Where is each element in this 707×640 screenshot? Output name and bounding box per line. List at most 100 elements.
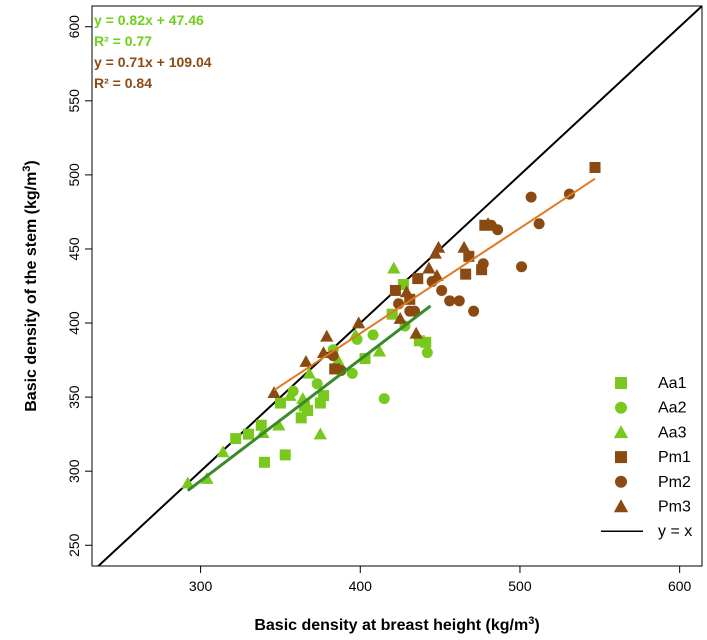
point-pm2 (436, 284, 448, 296)
point-aa3 (181, 476, 195, 489)
legend-label-pm1: Pm1 (658, 449, 691, 466)
point-aa3 (348, 328, 363, 341)
legend-label-aa2: Aa2 (658, 400, 687, 417)
x-axis-label: Basic density at breast height (kg/m3) (254, 615, 539, 634)
fit-equation-1: y = 0.82x + 47.46 (94, 12, 204, 28)
y-tick-label: 450 (66, 237, 82, 261)
point-pm3 (422, 261, 436, 274)
point-aa3 (387, 261, 401, 274)
point-pm3 (352, 316, 366, 329)
point-pm2 (492, 224, 504, 236)
x-tick-label: 600 (668, 578, 692, 594)
legend-label-aa1: Aa1 (658, 375, 687, 392)
point-aa3 (272, 418, 286, 431)
legend-marker-pm3 (613, 499, 629, 513)
y-tick-label: 250 (66, 533, 82, 557)
legend: Aa1 Aa2 Aa3 Pm1 Pm2 Pm3 y = x (601, 375, 692, 540)
y-axis-label: Basic density of the stem (kg/m3) (21, 160, 40, 412)
x-tick-label: 300 (189, 578, 213, 594)
fit-equation-2: y = 0.71x + 109.04 (94, 54, 212, 70)
point-pm1 (460, 268, 472, 280)
point-aa1 (359, 353, 371, 365)
point-pm3 (431, 240, 446, 253)
point-pm3 (320, 329, 334, 342)
point-pm3 (399, 285, 414, 298)
point-aa1 (274, 397, 286, 409)
legend-marker-pm1 (615, 451, 627, 464)
point-pm1 (463, 250, 475, 262)
fit-r2-1: R² = 0.77 (94, 33, 152, 49)
point-aa1 (413, 335, 425, 347)
point-aa1 (242, 428, 254, 440)
point-pm3 (409, 326, 423, 339)
y-tick-label: 300 (66, 459, 82, 483)
point-pm1 (412, 273, 424, 285)
x-tick-label: 500 (508, 578, 532, 594)
legend-label-pm2: Pm2 (658, 474, 691, 491)
legend-label-identity: y = x (658, 523, 692, 540)
point-aa3 (331, 353, 345, 366)
point-pm2 (444, 295, 456, 307)
legend-marker-pm2 (615, 475, 627, 488)
point-pm2 (525, 191, 537, 203)
point-pm1 (589, 161, 601, 173)
point-aa2 (311, 378, 323, 390)
axis-label-text: ) (23, 160, 40, 165)
point-pm1 (476, 264, 488, 276)
point-pm3 (393, 311, 407, 324)
point-aa1 (279, 449, 291, 461)
point-pm2 (453, 295, 465, 307)
point-aa1 (318, 390, 330, 402)
fit-annotations: y = 0.82x + 47.46 R² = 0.77 y = 0.71x + 10… (94, 12, 212, 91)
point-pm2 (477, 258, 489, 270)
axis-label-superscript: 3 (528, 615, 534, 627)
point-aa3 (216, 445, 230, 458)
fit-r2-2: R² = 0.84 (94, 75, 152, 91)
y-tick-label: 500 (66, 163, 82, 187)
y-tick-label: 550 (66, 89, 82, 113)
point-pm2 (468, 305, 480, 317)
axis-label-text: ) (534, 617, 539, 634)
y-tick-label: 400 (66, 311, 82, 335)
point-pm1 (389, 284, 401, 296)
point-aa1 (295, 412, 307, 424)
point-aa3 (372, 344, 387, 357)
point-aa1 (397, 279, 409, 291)
axes: 300 400 500 600 250 300 350 400 450 500 550 600 (66, 15, 692, 594)
fit-line-2 (273, 177, 596, 391)
point-pm3 (299, 354, 313, 367)
point-aa2 (378, 393, 390, 405)
point-pm2 (516, 261, 528, 273)
point-aa3 (313, 427, 327, 440)
point-pm1 (404, 293, 416, 305)
point-aa3 (200, 471, 214, 484)
legend-label-pm3: Pm3 (658, 499, 691, 516)
point-aa3 (283, 389, 297, 401)
point-aa1 (302, 404, 314, 416)
point-aa1 (314, 397, 326, 409)
fit-line-1 (186, 304, 432, 492)
point-pm1 (329, 363, 341, 375)
point-aa1 (420, 336, 432, 348)
point-pm3 (267, 386, 281, 398)
y-tick-label: 600 (66, 15, 82, 39)
legend-marker-aa3 (613, 425, 629, 439)
plot-frame (91, 5, 703, 567)
point-aa2 (367, 329, 379, 341)
axis-label-text: Basic density of the stem (kg/m (23, 172, 40, 412)
point-pm2 (533, 218, 545, 230)
point-pm2 (409, 305, 421, 317)
plot-area (96, 6, 702, 566)
point-aa1 (386, 308, 398, 320)
point-aa1 (255, 419, 267, 431)
point-aa3 (302, 366, 316, 379)
axis-label-superscript: 3 (21, 166, 33, 172)
point-pm3 (430, 269, 444, 281)
point-pm3 (457, 240, 471, 253)
y-tick-label: 350 (66, 385, 82, 409)
point-aa1 (258, 456, 270, 468)
point-pm3 (481, 217, 495, 230)
point-aa2 (421, 347, 433, 359)
point-aa1 (230, 433, 242, 445)
